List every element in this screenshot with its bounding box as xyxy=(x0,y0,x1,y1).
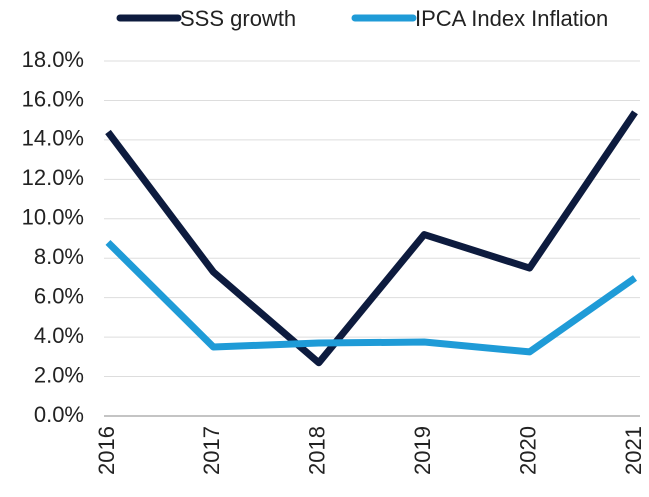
x-tick-label: 2021 xyxy=(621,426,646,475)
x-tick-label: 2017 xyxy=(199,426,224,475)
y-tick-label: 8.0% xyxy=(34,244,84,269)
legend-label: SSS growth xyxy=(180,6,296,31)
series-line xyxy=(105,110,638,367)
x-tick-label: 2019 xyxy=(410,426,435,475)
series-line xyxy=(105,239,638,356)
y-tick-label: 4.0% xyxy=(34,323,84,348)
y-tick-label: 12.0% xyxy=(22,165,84,190)
y-tick-label: 0.0% xyxy=(34,402,84,427)
y-tick-label: 2.0% xyxy=(34,362,84,387)
x-tick-label: 2018 xyxy=(305,426,330,475)
y-tick-label: 6.0% xyxy=(34,283,84,308)
y-tick-label: 16.0% xyxy=(22,86,84,111)
x-tick-label: 2020 xyxy=(515,426,540,475)
y-tick-label: 18.0% xyxy=(22,47,84,72)
legend-label: IPCA Index Inflation xyxy=(415,6,608,31)
y-tick-label: 10.0% xyxy=(22,205,84,230)
x-tick-label: 2016 xyxy=(94,426,119,475)
y-tick-label: 14.0% xyxy=(22,126,84,151)
